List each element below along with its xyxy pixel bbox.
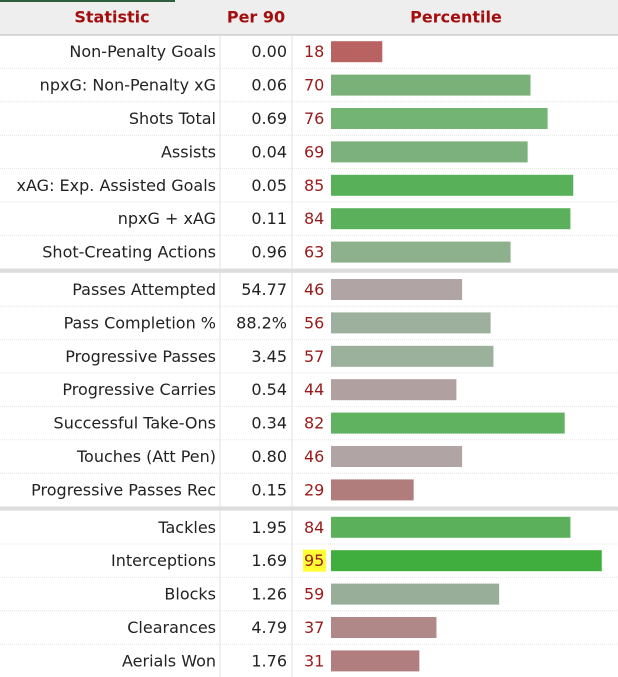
per90: 0.80	[251, 447, 287, 466]
statistic: npxG + xAG	[118, 209, 216, 228]
percentile: 37	[304, 618, 324, 637]
statistic: Passes Attempted	[72, 280, 216, 299]
header-cell: Per 90	[227, 8, 285, 27]
percentile-bar	[331, 583, 500, 605]
group-separator	[0, 268, 618, 273]
statistic: Touches (Att Pen)	[76, 447, 216, 466]
statistic: Shots Total	[129, 109, 216, 128]
percentile: 18	[304, 42, 324, 61]
statistic: Progressive Passes	[65, 347, 216, 366]
percentile-bar	[331, 345, 494, 367]
statistic: Non-Penalty Goals	[69, 42, 216, 61]
per90: 54.77	[241, 280, 287, 299]
percentile: 95	[304, 551, 324, 570]
percentile-bar	[331, 412, 565, 434]
header-accent	[0, 0, 175, 2]
percentile: 85	[304, 176, 324, 195]
percentile: 46	[304, 280, 324, 299]
statistic: Pass Completion %	[64, 313, 216, 332]
statistic: Shot-Creating Actions	[42, 243, 216, 262]
statistic: Blocks	[164, 585, 216, 604]
percentile-bar	[331, 241, 511, 263]
per90: 1.69	[251, 551, 287, 570]
percentile-bar	[331, 208, 571, 230]
percentile-bar	[331, 446, 463, 467]
percentile: 57	[304, 347, 324, 366]
per90: 4.79	[251, 618, 287, 637]
header-cell: Statistic	[74, 8, 149, 27]
percentile: 63	[304, 243, 324, 262]
per90: 0.34	[251, 414, 287, 433]
percentile-bar	[331, 379, 457, 401]
percentile: 44	[304, 380, 324, 399]
per90: 0.11	[251, 209, 287, 228]
percentile: 76	[304, 109, 324, 128]
per90: 0.15	[251, 480, 287, 499]
percentile: 59	[304, 585, 324, 604]
percentile-bar	[331, 108, 548, 129]
per90: 1.95	[251, 518, 287, 537]
statistic: Progressive Passes Rec	[31, 480, 216, 499]
statistic: Successful Take-Ons	[54, 414, 216, 433]
statistic: Clearances	[127, 618, 216, 637]
statistic: Tackles	[157, 518, 216, 537]
per90: 0.54	[251, 380, 287, 399]
per90: 0.05	[251, 176, 287, 195]
percentile-bar	[331, 279, 463, 300]
percentile: 84	[304, 518, 324, 537]
header-bg	[0, 0, 618, 35]
percentile-bar	[331, 650, 420, 672]
statistic: Interceptions	[111, 551, 216, 570]
percentile-bar	[331, 312, 491, 334]
percentile: 69	[304, 142, 324, 161]
percentile-bar	[331, 550, 602, 572]
percentile-bar	[331, 74, 531, 96]
per90: 0.69	[251, 109, 287, 128]
percentile: 70	[304, 76, 324, 95]
per90: 0.96	[251, 243, 287, 262]
statistic: npxG: Non-Penalty xG	[40, 76, 216, 95]
statistic: xAG: Exp. Assisted Goals	[17, 176, 216, 195]
per90: 1.76	[251, 651, 287, 670]
statistic: Progressive Carries	[62, 380, 216, 399]
percentile-bar	[331, 479, 414, 501]
percentile-bar	[331, 174, 574, 196]
percentile: 31	[304, 651, 324, 670]
percentile-bar	[331, 617, 437, 638]
percentile-bar	[331, 141, 528, 163]
group-separator	[0, 506, 618, 511]
per90: 0.04	[251, 142, 287, 161]
per90: 1.26	[251, 585, 287, 604]
percentile: 82	[304, 414, 324, 433]
highlight	[303, 549, 326, 572]
statistic: Aerials Won	[122, 651, 216, 670]
per90: 0.06	[251, 76, 287, 95]
percentile: 56	[304, 313, 324, 332]
percentile-bar	[331, 516, 571, 538]
per90: 3.45	[251, 347, 287, 366]
percentile: 46	[304, 447, 324, 466]
statistic: Assists	[161, 142, 216, 161]
percentile: 84	[304, 209, 324, 228]
header-cell: Percentile	[410, 8, 502, 27]
per90: 88.2%	[236, 313, 287, 332]
per90: 0.00	[251, 42, 287, 61]
percentile-bar	[331, 41, 383, 63]
percentile: 29	[304, 480, 324, 499]
